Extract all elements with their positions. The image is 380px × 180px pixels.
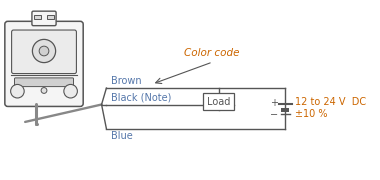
FancyBboxPatch shape (14, 78, 73, 87)
Bar (282, 108, 289, 112)
Circle shape (32, 39, 55, 63)
Text: −: − (270, 110, 278, 120)
Text: +: + (270, 98, 278, 108)
Text: 12 to 24 V  DC: 12 to 24 V DC (295, 97, 366, 107)
Bar (47, 15, 54, 19)
Circle shape (11, 84, 24, 98)
Circle shape (64, 84, 78, 98)
Text: ±10 %: ±10 % (295, 109, 328, 119)
FancyBboxPatch shape (32, 11, 56, 26)
Bar (203, 93, 234, 110)
Circle shape (41, 87, 47, 93)
Circle shape (39, 46, 49, 56)
FancyBboxPatch shape (5, 21, 83, 106)
FancyBboxPatch shape (12, 30, 76, 74)
Text: Black (Note): Black (Note) (111, 93, 172, 103)
Text: Color code: Color code (184, 48, 239, 58)
Bar (34, 15, 41, 19)
Text: Load: Load (207, 97, 230, 107)
Text: Brown: Brown (111, 76, 142, 86)
Text: Blue: Blue (111, 131, 133, 141)
